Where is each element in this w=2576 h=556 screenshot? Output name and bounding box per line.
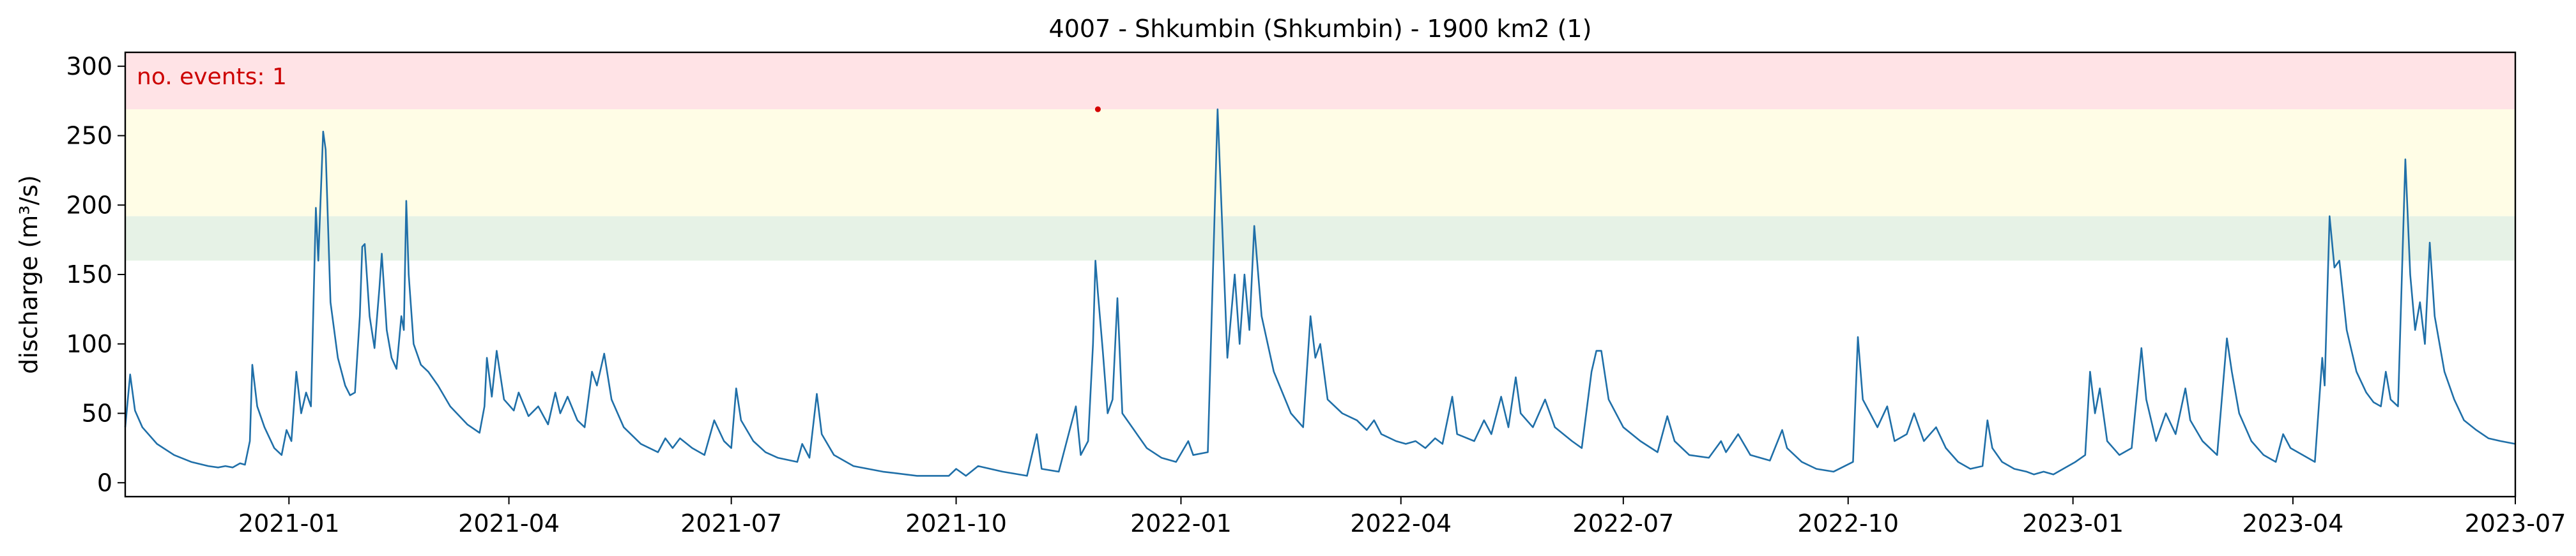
threshold-bands — [125, 52, 2515, 261]
x-tick-label: 2023-01 — [2022, 509, 2124, 537]
y-tick-label: 150 — [66, 260, 112, 289]
x-tick-label: 2022-10 — [1797, 509, 1899, 537]
plot-area — [124, 108, 2516, 477]
events-annotation: no. events: 1 — [137, 64, 287, 90]
x-tick-label: 2021-10 — [905, 509, 1007, 537]
y-tick-label: 50 — [82, 400, 112, 428]
chart-title: 4007 - Shkumbin (Shkumbin) - 1900 km2 (1… — [1049, 15, 1592, 43]
threshold-band-1 — [125, 216, 2515, 261]
event-point-1 — [1094, 106, 1101, 112]
threshold-band-2 — [125, 109, 2515, 216]
y-tick-label: 300 — [66, 52, 112, 80]
y-tick-label: 200 — [66, 191, 112, 219]
event-markers — [1094, 106, 1101, 112]
x-axis-ticks: 2021-01 2021-04 2021-07 2021-10 2022-01 2022-… — [238, 497, 2566, 537]
x-tick-label: 2021-01 — [238, 509, 340, 537]
x-tick-label: 2022-01 — [1130, 509, 1232, 537]
x-tick-label: 2022-04 — [1350, 509, 1452, 537]
y-tick-label: 250 — [66, 122, 112, 150]
x-tick-label: 2022-07 — [1572, 509, 1674, 537]
x-tick-label: 2021-07 — [680, 509, 782, 537]
y-axis-ticks: 0 50 100 150 200 250 300 — [66, 52, 125, 497]
x-tick-label: 2021-04 — [458, 509, 560, 537]
x-tick-label: 2023-04 — [2242, 509, 2344, 537]
y-tick-label: 0 — [97, 469, 112, 497]
discharge-series-line — [124, 108, 2516, 477]
y-axis-label: discharge (m³/s) — [15, 175, 43, 374]
x-tick-label: 2023-07 — [2465, 509, 2566, 537]
y-tick-label: 100 — [66, 330, 112, 358]
threshold-band-3 — [125, 52, 2515, 110]
